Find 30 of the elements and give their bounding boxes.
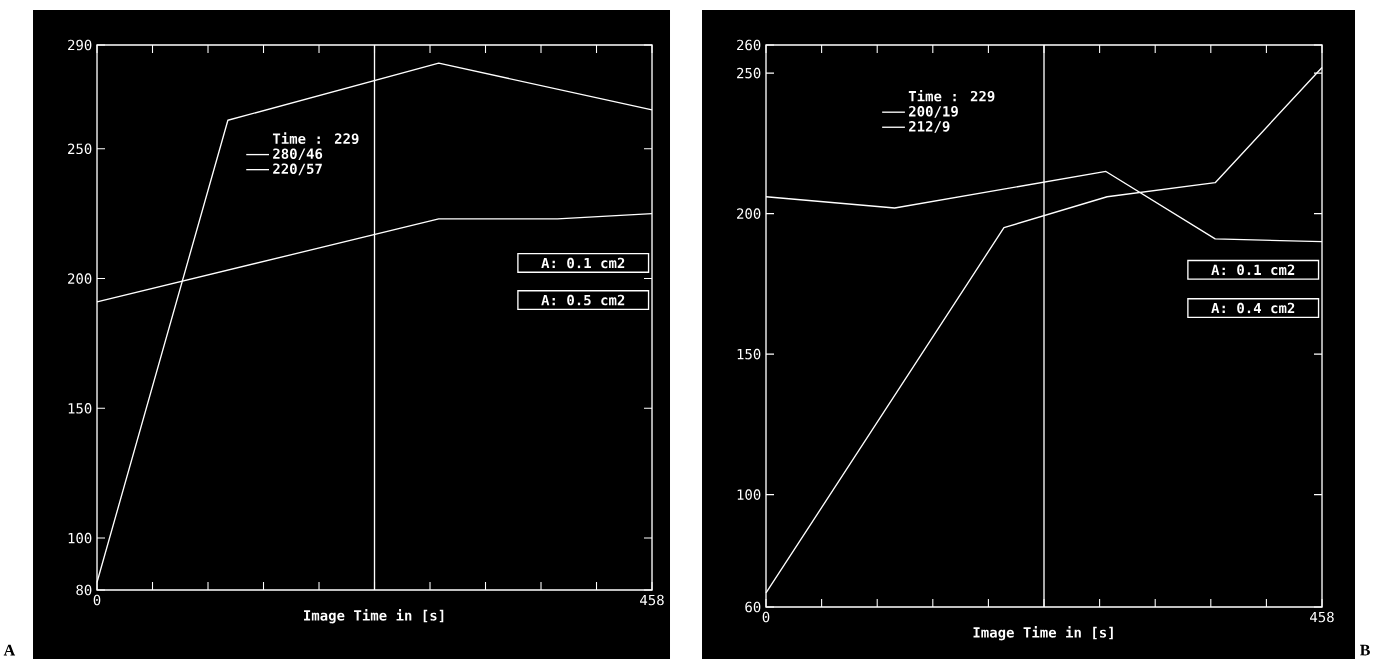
- annotation: A: 0.5 cm2: [541, 294, 625, 306]
- annotation: A: 0.1 cm2: [1211, 264, 1295, 276]
- y-tick-label: 150: [737, 348, 761, 360]
- y-tick-label: 100: [68, 532, 92, 544]
- y-tick-label: 200: [68, 273, 92, 284]
- x-tick-label: 458: [1310, 611, 1334, 623]
- y-tick-label: 250: [737, 67, 761, 79]
- legend-label: 280/46: [273, 148, 323, 161]
- y-tick-label: 200: [737, 208, 761, 219]
- legend-title: Time : 229: [272, 132, 359, 144]
- x-tick-label: 0: [762, 611, 770, 623]
- y-tick-label: 60: [745, 601, 761, 613]
- y-tick-label: 260: [737, 39, 761, 51]
- legend-label: 200/19: [909, 105, 958, 118]
- x-axis-title: Image Time in [s]: [304, 609, 444, 624]
- annotation: A: 0.1 cm2: [541, 257, 625, 269]
- legend-label: 212/9: [909, 121, 950, 133]
- legend-label: 220/57: [273, 163, 322, 176]
- y-tick-label: 250: [68, 143, 92, 155]
- x-tick-label: 0: [93, 594, 101, 606]
- annotation: A: 0.4 cm2: [1211, 302, 1295, 314]
- y-tick-label: 290: [68, 39, 92, 51]
- text: A: [3, 644, 16, 656]
- x-tick-label: 458: [640, 594, 664, 606]
- y-tick-label: 150: [68, 403, 92, 414]
- x-axis-title: Image Time in [s]: [973, 626, 1113, 641]
- y-tick-label: 100: [737, 489, 761, 500]
- y-tick-label: 80: [76, 584, 92, 596]
- legend-title: Time : 229: [908, 89, 995, 102]
- text: B: [1360, 644, 1370, 656]
